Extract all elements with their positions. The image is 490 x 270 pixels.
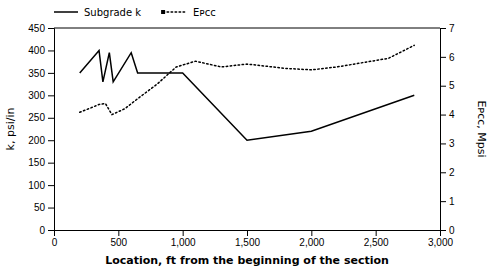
y-axis: 0 50 100 150 200 250 300 350 400 450 xyxy=(28,23,54,236)
y2-axis-tick-mark xyxy=(440,143,446,144)
x-axis-tick: 1,000 xyxy=(171,230,196,248)
y-axis-tick-label: 250 xyxy=(28,112,45,123)
y-axis-tick: 100 xyxy=(28,180,54,191)
x-axis: 0 500 1,000 1,500 2,000 2,500 3,000 xyxy=(52,230,454,248)
y2-axis-tick-mark xyxy=(440,28,446,29)
y-axis-tick-label: 300 xyxy=(28,90,45,101)
y2-axis-tick-mark xyxy=(440,172,446,173)
y2-axis-tick-mark xyxy=(440,201,446,202)
y-axis-tick-mark xyxy=(48,230,54,231)
x-axis-title: Location, ft from the beginning of the s… xyxy=(105,254,389,267)
frame xyxy=(54,28,440,29)
y-axis-tick-mark xyxy=(48,95,54,96)
y2-axis-tick-label: 7 xyxy=(449,23,455,34)
x-axis-tick: 2,000 xyxy=(299,230,324,248)
y-axis-tick-mark xyxy=(48,73,54,74)
y2-axis-tick: 2 xyxy=(440,167,455,178)
y-axis-title: k, psi/in xyxy=(4,108,17,151)
y-axis-tick-mark xyxy=(48,208,54,209)
legend-swatch xyxy=(54,11,78,13)
x-axis-tick: 1,500 xyxy=(235,230,260,248)
y2-axis-tick-label: 1 xyxy=(449,196,455,207)
lines xyxy=(80,45,415,140)
y2-axis-tick: 1 xyxy=(440,196,455,207)
x-axis-tick-label: 1,500 xyxy=(235,237,260,248)
y-axis-tick-label: 350 xyxy=(28,68,45,79)
x-axis-tick-label: 500 xyxy=(110,237,127,248)
x-axis-tick: 2,500 xyxy=(364,230,389,248)
x-axis-tick-label: 1,000 xyxy=(171,237,196,248)
x-axis-tick-mark xyxy=(247,230,248,236)
legend-swatch xyxy=(163,11,187,13)
y-axis-tick-mark xyxy=(48,28,54,29)
legend-marker xyxy=(161,10,165,14)
x-axis-tick-label: 3,000 xyxy=(428,237,453,248)
x-axis-line xyxy=(55,231,441,237)
y-axis-tick: 300 xyxy=(28,90,54,101)
y2-axis-tick-label: 5 xyxy=(449,80,455,91)
y-axis-tick-mark xyxy=(48,50,54,51)
y-axis-tick: 450 xyxy=(28,23,54,34)
x-axis-tick-label: 0 xyxy=(52,237,58,248)
x-axis-tick-mark xyxy=(118,230,119,236)
x-axis-tick-mark xyxy=(311,230,312,236)
x-axis-tick-label: 2,000 xyxy=(299,237,324,248)
y2-axis-tick-mark xyxy=(440,230,446,231)
y2-axis-tick-label: 4 xyxy=(449,109,455,120)
y2-axis-title: Eᴘᴄᴄ, Mpsi xyxy=(475,100,488,157)
y-axis-tick-label: 200 xyxy=(28,135,45,146)
y2-axis-tick-mark xyxy=(440,86,446,87)
legend-item: Subgrade k xyxy=(54,7,141,18)
y-axis-tick-mark xyxy=(48,163,54,164)
y2-axis-tick: 5 xyxy=(440,80,455,91)
y-axis-tick: 400 xyxy=(28,45,54,56)
plot: 05001,0001,5002,0002,5003,00005010015020… xyxy=(28,23,455,248)
y2-axis: 0 1 2 3 4 5 6 7 xyxy=(440,23,455,236)
legend: Subgrade k Eᴘᴄᴄ xyxy=(54,7,216,18)
y2-axis-tick: 4 xyxy=(440,109,455,120)
y-axis-tick: 250 xyxy=(28,112,54,123)
y2-axis-tick-mark xyxy=(440,57,446,58)
y-axis-line xyxy=(48,29,55,231)
x-axis-tick-label: 2,500 xyxy=(364,237,389,248)
y-axis-tick-mark xyxy=(48,140,54,141)
y-axis-tick-label: 0 xyxy=(39,225,45,236)
chart: 05001,0001,5002,0002,5003,00005010015020… xyxy=(0,0,490,270)
y2-axis-tick-label: 2 xyxy=(449,167,455,178)
y-axis-tick-label: 450 xyxy=(28,23,45,34)
y-axis-tick-mark xyxy=(48,118,54,119)
y-axis-tick-label: 100 xyxy=(28,180,45,191)
x-axis-tick: 0 xyxy=(52,230,58,248)
y2-axis-tick: 3 xyxy=(440,138,455,149)
y2-axis-tick: 6 xyxy=(440,52,455,63)
legend-item: Eᴘᴄᴄ xyxy=(161,7,216,18)
x-axis-tick-mark xyxy=(376,230,377,236)
y-axis-tick-mark xyxy=(48,185,54,186)
y-axis-tick: 350 xyxy=(28,68,54,79)
y-axis-tick-label: 150 xyxy=(28,157,45,168)
y2-axis-tick-mark xyxy=(440,115,446,116)
legend-label: Subgrade k xyxy=(84,7,141,18)
y2-axis-tick: 7 xyxy=(440,23,455,34)
y2-axis-tick: 0 xyxy=(440,225,455,236)
y-axis-tick: 0 xyxy=(39,225,54,236)
legend-label: Eᴘᴄᴄ xyxy=(193,7,216,18)
y2-axis-tick-label: 0 xyxy=(449,225,455,236)
y-axis-tick-label: 50 xyxy=(34,202,46,213)
y-axis-tick: 50 xyxy=(34,202,54,213)
y2-axis-line xyxy=(441,29,447,231)
y2-axis-tick-label: 6 xyxy=(449,52,455,63)
y2-axis-tick-label: 3 xyxy=(449,138,455,149)
series-line xyxy=(80,45,415,114)
y-axis-tick: 150 xyxy=(28,157,54,168)
x-axis-tick: 500 xyxy=(110,230,127,248)
y-axis-tick-label: 400 xyxy=(28,45,45,56)
x-axis-tick-mark xyxy=(183,230,184,236)
y-axis-tick: 200 xyxy=(28,135,54,146)
